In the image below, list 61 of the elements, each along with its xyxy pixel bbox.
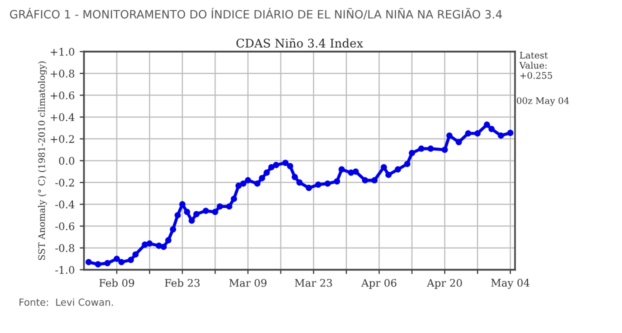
chart-title: GRÁFICO 1 - MONITORAMENTO DO ÍNDICE DIÁRIO DE EL NIÑO/LA NIÑA NA REGIÃO 3.4 xyxy=(10,8,502,20)
point xyxy=(104,260,111,266)
y-tick-label: +0.6 xyxy=(50,91,74,100)
y-tick-label: 0.0 xyxy=(59,156,74,165)
y-tick-label: -0.2 xyxy=(55,178,74,187)
point xyxy=(465,130,472,137)
point xyxy=(165,237,172,244)
point xyxy=(132,251,139,258)
point xyxy=(160,244,167,250)
point xyxy=(498,132,504,139)
point xyxy=(371,177,378,184)
point xyxy=(385,172,392,178)
point xyxy=(94,261,102,268)
point xyxy=(128,256,134,264)
point xyxy=(446,132,453,139)
point xyxy=(418,146,424,152)
point xyxy=(456,139,462,146)
y-tick-label: -1.0 xyxy=(55,266,74,274)
x-tick-label: Mar 09 xyxy=(229,278,266,287)
y-tick-label: +0.2 xyxy=(50,135,74,143)
point xyxy=(484,122,490,128)
x-tick-label: Feb 09 xyxy=(99,278,134,287)
x-tick-label: May 04 xyxy=(491,278,530,289)
point xyxy=(146,240,153,247)
point xyxy=(114,256,120,262)
y-tick-label: +0.8 xyxy=(50,70,74,78)
point xyxy=(174,212,181,218)
x-tick-label: Mar 23 xyxy=(294,278,332,287)
point xyxy=(118,258,125,266)
point xyxy=(86,258,92,266)
point xyxy=(188,218,195,224)
point xyxy=(202,208,209,214)
point xyxy=(394,166,402,173)
point xyxy=(338,166,345,173)
point xyxy=(507,130,514,136)
y-tick-label: -0.6 xyxy=(55,222,74,230)
point xyxy=(352,168,359,175)
point xyxy=(184,208,190,216)
point xyxy=(442,146,448,153)
point xyxy=(428,146,434,152)
point xyxy=(193,210,200,218)
point xyxy=(362,177,368,184)
point xyxy=(170,226,176,233)
text: Latest Value: +0.255 xyxy=(519,52,552,79)
source-note: Fonte: Levi Cowan. xyxy=(20,298,113,306)
x-tick-label: Apr 20 xyxy=(426,278,462,289)
point xyxy=(488,126,495,132)
y-tick-label: -0.8 xyxy=(55,244,74,252)
point xyxy=(404,160,410,168)
x-tick-label: Apr 06 xyxy=(361,278,396,289)
point xyxy=(408,150,416,156)
y-tick-label: +1.0 xyxy=(50,48,74,56)
x-tick-label: Feb 23 xyxy=(164,278,200,287)
y-tick-label: +0.4 xyxy=(50,113,74,122)
text: 00z May 04 xyxy=(516,97,570,106)
point xyxy=(474,130,481,137)
point xyxy=(380,164,387,170)
point xyxy=(334,178,340,185)
y-axis-title: SST Anomaly (° C) (1981-2010 climatology) xyxy=(38,61,47,260)
y-tick-label: -0.4 xyxy=(55,200,74,208)
chart-subtitle: CDAS Niño 3.4 Index xyxy=(236,38,364,48)
